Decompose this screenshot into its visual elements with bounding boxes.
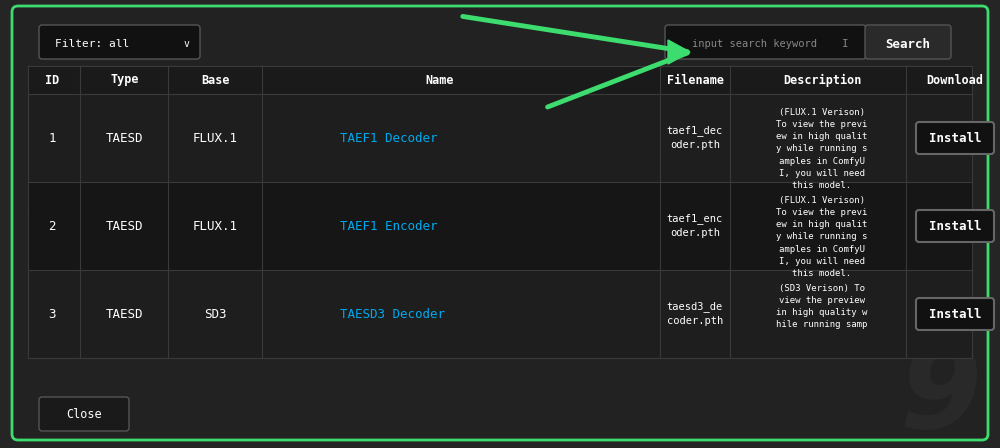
FancyBboxPatch shape: [916, 122, 994, 154]
Polygon shape: [668, 40, 690, 64]
FancyBboxPatch shape: [865, 25, 951, 59]
Text: TAEF1 Encoder: TAEF1 Encoder: [340, 220, 438, 233]
FancyBboxPatch shape: [12, 6, 988, 440]
Text: ID: ID: [45, 73, 59, 86]
Text: TAEF1 Decoder: TAEF1 Decoder: [340, 132, 438, 145]
Bar: [28, 66, 972, 94]
Text: taef1_enc
oder.pth: taef1_enc oder.pth: [667, 214, 723, 238]
Text: input search keyword: input search keyword: [692, 39, 818, 49]
Text: SD3: SD3: [204, 307, 226, 320]
Text: Install: Install: [929, 132, 981, 145]
Text: TAESD: TAESD: [106, 307, 144, 320]
Text: Base: Base: [201, 73, 229, 86]
Text: (SD3 Verison) To
view the preview
in high quality w
hile running samp: (SD3 Verison) To view the preview in hig…: [776, 284, 868, 329]
Text: Name: Name: [426, 73, 454, 86]
FancyBboxPatch shape: [916, 210, 994, 242]
Text: 9: 9: [22, 112, 114, 238]
Text: Download: Download: [926, 73, 984, 86]
FancyBboxPatch shape: [916, 298, 994, 330]
Bar: [28, 182, 972, 270]
Text: TAESD: TAESD: [106, 132, 144, 145]
Text: FLUX.1: FLUX.1: [192, 220, 238, 233]
Text: 2: 2: [48, 220, 56, 233]
Text: (FLUX.1 Verison)
To view the previ
ew in high qualit
y while running s
amples in: (FLUX.1 Verison) To view the previ ew in…: [776, 196, 868, 278]
Text: taesd3_de
coder.pth: taesd3_de coder.pth: [667, 302, 723, 327]
Text: 9: 9: [899, 337, 981, 448]
FancyBboxPatch shape: [39, 25, 200, 59]
Text: I: I: [842, 39, 848, 49]
Bar: [28, 94, 972, 182]
Text: Filename: Filename: [666, 73, 724, 86]
FancyBboxPatch shape: [665, 25, 866, 59]
Text: taef1_dec
oder.pth: taef1_dec oder.pth: [667, 125, 723, 151]
Text: Close: Close: [66, 408, 102, 421]
FancyBboxPatch shape: [39, 397, 129, 431]
Text: Filter: all: Filter: all: [55, 39, 129, 49]
Text: 3: 3: [48, 307, 56, 320]
Text: Search: Search: [886, 38, 930, 51]
Text: Install: Install: [929, 307, 981, 320]
Bar: [28, 270, 972, 358]
Text: v: v: [183, 39, 189, 49]
Text: Install: Install: [929, 220, 981, 233]
Text: Type: Type: [111, 73, 139, 86]
Text: 1: 1: [48, 132, 56, 145]
Text: TAESD3 Decoder: TAESD3 Decoder: [340, 307, 445, 320]
Text: Description: Description: [783, 73, 861, 86]
Text: TAESD: TAESD: [106, 220, 144, 233]
Text: FLUX.1: FLUX.1: [192, 132, 238, 145]
Text: (FLUX.1 Verison)
To view the previ
ew in high qualit
y while running s
amples in: (FLUX.1 Verison) To view the previ ew in…: [776, 108, 868, 190]
